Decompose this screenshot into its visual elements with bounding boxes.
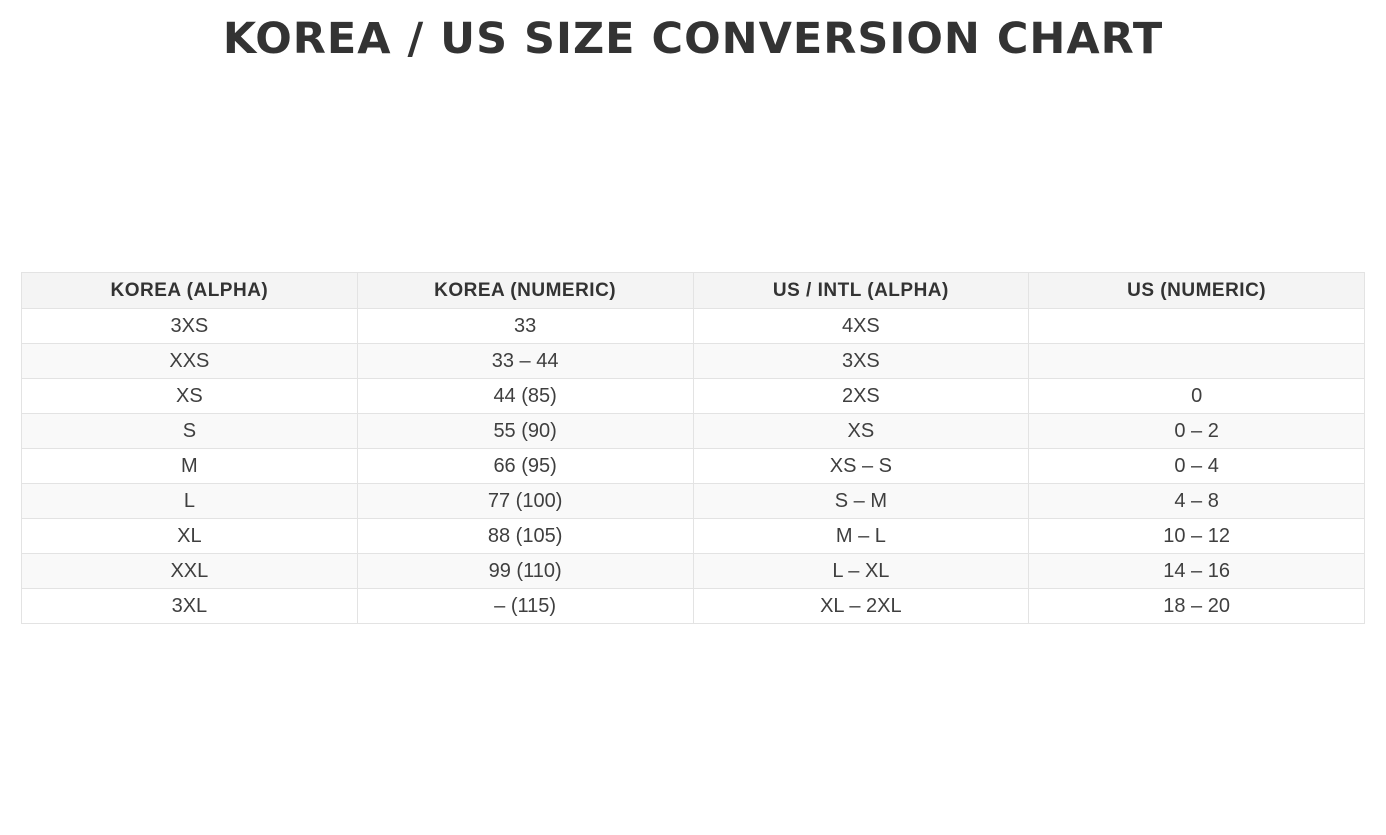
table-cell: 14 – 16 bbox=[1028, 553, 1365, 589]
table-row: S 55 (90) XS 0 – 2 bbox=[21, 413, 1365, 449]
table-cell: 99 (110) bbox=[356, 553, 694, 589]
table-row: 3XL – (115) XL – 2XL 18 – 20 bbox=[21, 588, 1365, 624]
table-row: XXL 99 (110) L – XL 14 – 16 bbox=[21, 553, 1365, 589]
table-cell: 3XS bbox=[692, 343, 1030, 379]
table-cell bbox=[1028, 343, 1365, 379]
table-cell: 3XS bbox=[21, 308, 358, 344]
table-cell: 0 – 2 bbox=[1028, 413, 1365, 449]
table-cell: 0 bbox=[1028, 378, 1365, 414]
table-cell: 2XS bbox=[692, 378, 1030, 414]
table-cell: XS – S bbox=[692, 448, 1030, 484]
table-cell: 55 (90) bbox=[356, 413, 694, 449]
table-cell: XXL bbox=[21, 553, 358, 589]
table-cell: 3XL bbox=[21, 588, 358, 624]
table-cell: XS bbox=[692, 413, 1030, 449]
column-header: KOREA (NUMERIC) bbox=[356, 272, 694, 309]
table-cell: 0 – 4 bbox=[1028, 448, 1365, 484]
size-conversion-table-container: KOREA (ALPHA) KOREA (NUMERIC) US / INTL (A… bbox=[21, 272, 1365, 624]
table-cell: 44 (85) bbox=[356, 378, 694, 414]
table-cell: XXS bbox=[21, 343, 358, 379]
table-cell: 4 – 8 bbox=[1028, 483, 1365, 519]
table-cell: S – M bbox=[692, 483, 1030, 519]
table-cell: S bbox=[21, 413, 358, 449]
table-row: XXS 33 – 44 3XS bbox=[21, 343, 1365, 379]
page-title: KOREA / US SIZE CONVERSION CHART bbox=[222, 14, 1164, 64]
table-body: 3XS 33 4XS XXS 33 – 44 3XS XS 44 (85) 2XS 0 S 55 (9… bbox=[21, 308, 1365, 624]
table-cell: 88 (105) bbox=[356, 518, 694, 554]
table-cell: XL – 2XL bbox=[692, 588, 1030, 624]
column-header: US / INTL (ALPHA) bbox=[692, 272, 1030, 309]
table-cell: 66 (95) bbox=[356, 448, 694, 484]
table-cell: – (115) bbox=[356, 588, 694, 624]
table-cell: 33 bbox=[356, 308, 694, 344]
table-cell: M bbox=[21, 448, 358, 484]
table-row: 3XS 33 4XS bbox=[21, 308, 1365, 344]
table-cell: 18 – 20 bbox=[1028, 588, 1365, 624]
table-row: XL 88 (105) M – L 10 – 12 bbox=[21, 518, 1365, 554]
column-header: US (NUMERIC) bbox=[1028, 272, 1365, 309]
table-cell: L bbox=[21, 483, 358, 519]
table-cell: 77 (100) bbox=[356, 483, 694, 519]
column-header: KOREA (ALPHA) bbox=[21, 272, 358, 309]
table-header: KOREA (ALPHA) KOREA (NUMERIC) US / INTL (A… bbox=[21, 272, 1365, 309]
table-cell: 33 – 44 bbox=[356, 343, 694, 379]
table-cell: L – XL bbox=[692, 553, 1030, 589]
table-cell: XS bbox=[21, 378, 358, 414]
table-cell: 10 – 12 bbox=[1028, 518, 1365, 554]
table-header-row: KOREA (ALPHA) KOREA (NUMERIC) US / INTL (A… bbox=[21, 272, 1365, 309]
table-cell: XL bbox=[21, 518, 358, 554]
table-cell: 4XS bbox=[692, 308, 1030, 344]
table-row: XS 44 (85) 2XS 0 bbox=[21, 378, 1365, 414]
size-conversion-table: KOREA (ALPHA) KOREA (NUMERIC) US / INTL (A… bbox=[21, 272, 1365, 624]
table-cell bbox=[1028, 308, 1365, 344]
table-cell: M – L bbox=[692, 518, 1030, 554]
